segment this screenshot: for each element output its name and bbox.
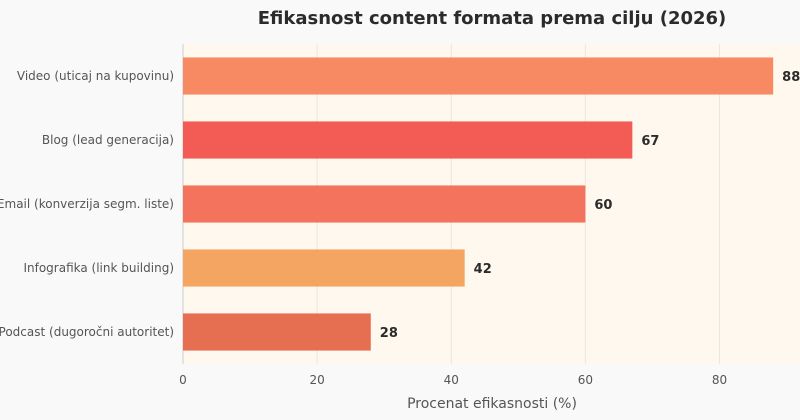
category-label: Infografika (link building)	[23, 261, 174, 275]
bar	[183, 185, 586, 223]
bar	[183, 57, 774, 95]
x-tick-labels: 0 20 40 60 80	[179, 373, 727, 387]
category-label: Blog (lead generacija)	[42, 133, 174, 147]
chart-title: Efikasnost content formata prema cilju (…	[258, 8, 727, 29]
category-label: Email (konverzija segm. liste)	[0, 197, 174, 211]
bar-value-label: 42	[474, 262, 492, 277]
x-tick-label: 0	[179, 373, 187, 387]
x-tick-label: 80	[712, 373, 727, 387]
bar-value-label: 28	[380, 326, 398, 341]
bar	[183, 249, 465, 287]
bars: 88 67 60 42 28	[183, 57, 800, 351]
bar	[183, 121, 633, 159]
bar-value-label: 60	[594, 198, 612, 213]
category-label: Podcast (dugoročni autoritet)	[0, 325, 174, 339]
x-tick-label: 60	[578, 373, 593, 387]
x-tick-label: 40	[444, 373, 459, 387]
bar-value-label: 88	[782, 70, 800, 85]
x-axis-label: Procenat efikasnosti (%)	[407, 396, 577, 412]
category-labels: Video (uticaj na kupovinu) Blog (lead gen…	[0, 69, 174, 339]
x-tick-label: 20	[309, 373, 324, 387]
bar-value-label: 67	[641, 134, 659, 149]
category-label: Video (uticaj na kupovinu)	[17, 69, 174, 83]
bar	[183, 313, 371, 351]
